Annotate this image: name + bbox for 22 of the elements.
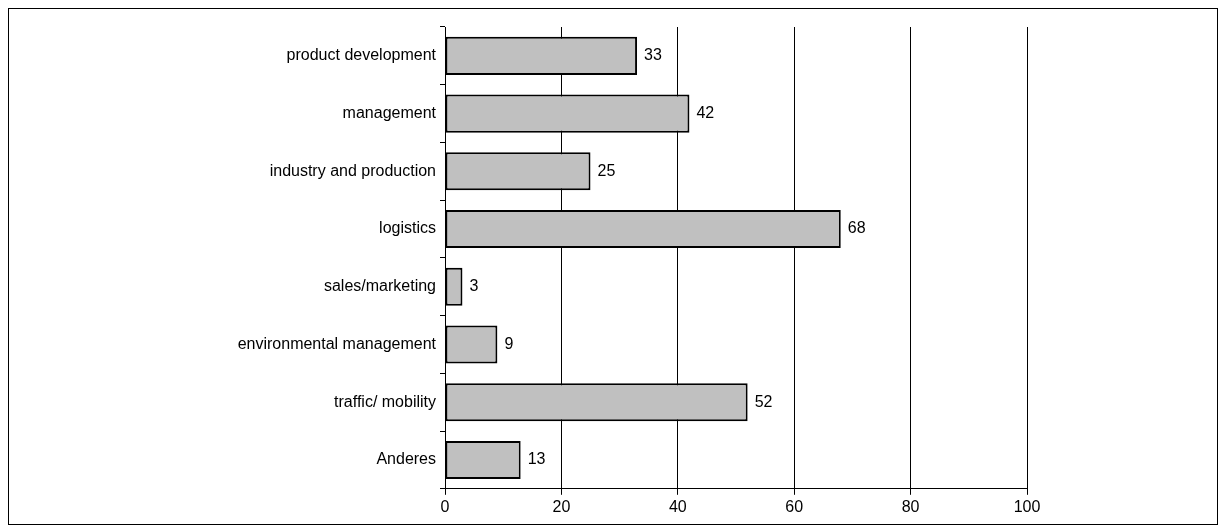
x-tick-label: 0 — [440, 497, 450, 515]
y-tick-label: Anderes — [376, 450, 436, 468]
x-tick-label: 100 — [1013, 497, 1041, 515]
data-label: 3 — [469, 277, 479, 295]
data-label: 13 — [527, 450, 546, 468]
y-tick-label: industry and production — [269, 161, 436, 179]
y-tick-label: product development — [286, 46, 437, 64]
x-tick-label: 40 — [668, 497, 687, 515]
data-label: 25 — [597, 161, 616, 179]
x-tick-label: 20 — [552, 497, 571, 515]
y-tick-label: management — [342, 103, 437, 121]
y-tick-label: environmental management — [237, 334, 437, 352]
y-tick-label: sales/marketing — [323, 277, 436, 295]
data-label: 52 — [754, 392, 773, 410]
y-tick-label: logistics — [379, 219, 436, 237]
data-label: 42 — [696, 103, 715, 121]
data-label: 9 — [504, 334, 514, 352]
data-label: 68 — [847, 219, 866, 237]
y-tick-label: traffic/ mobility — [334, 392, 436, 410]
x-tick-label: 60 — [785, 497, 804, 515]
x-tick-label: 80 — [901, 497, 920, 515]
data-label: 33 — [644, 46, 662, 64]
